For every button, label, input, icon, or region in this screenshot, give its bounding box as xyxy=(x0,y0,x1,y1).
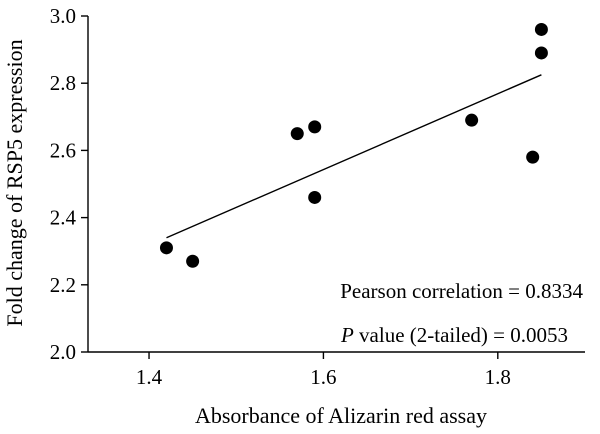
data-point xyxy=(290,127,304,141)
data-point xyxy=(465,113,479,127)
p-value-text: value (2-tailed) = 0.0053 xyxy=(354,323,568,347)
x-axis-title: Absorbance of Alizarin red assay xyxy=(195,403,487,428)
p-value-annotation: P value (2-tailed) = 0.0053 xyxy=(340,323,568,347)
data-point-group xyxy=(159,22,548,268)
data-point xyxy=(186,254,200,268)
y-tick-label: 2.0 xyxy=(50,340,76,364)
x-tick-label: 1.6 xyxy=(310,365,336,389)
data-point xyxy=(534,22,548,36)
regression-line xyxy=(166,74,542,239)
y-tick-group: 2.0 2.2 2.4 2.6 2.8 3.0 xyxy=(50,4,88,364)
y-tick-label: 3.0 xyxy=(50,4,76,28)
data-point xyxy=(534,46,548,60)
data-point xyxy=(159,241,173,255)
y-tick-label: 2.2 xyxy=(50,273,76,297)
y-tick-label: 2.4 xyxy=(50,206,77,230)
y-tick-label: 2.6 xyxy=(50,138,76,162)
y-axis-title: Fold change of RSP5 expression xyxy=(2,39,27,326)
x-tick-label: 1.8 xyxy=(485,365,511,389)
y-tick-label: 2.8 xyxy=(50,71,76,95)
pearson-correlation-annotation: Pearson correlation = 0.8334 xyxy=(340,279,583,303)
p-value-italic-letter: P xyxy=(340,323,354,347)
x-tick-label: 1.4 xyxy=(136,365,163,389)
data-point xyxy=(526,150,540,164)
x-tick-group: 1.4 1.6 1.8 xyxy=(136,352,511,389)
trendline-group xyxy=(166,74,542,239)
data-point xyxy=(308,190,322,204)
data-point xyxy=(308,120,322,134)
